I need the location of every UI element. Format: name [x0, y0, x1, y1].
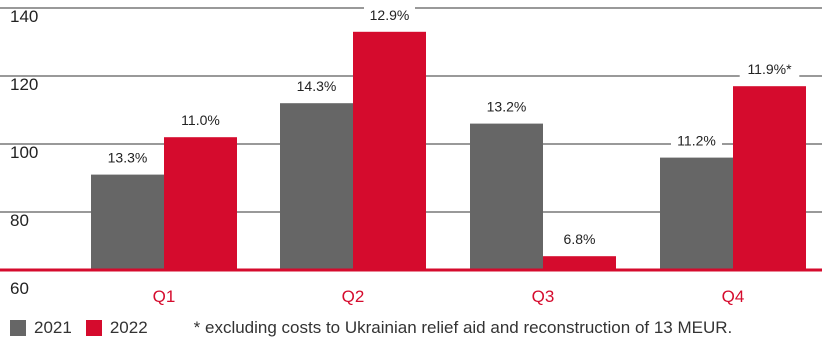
bar-2022-Q4: [733, 86, 806, 270]
data-label-2022-Q1: 11.0%: [181, 112, 220, 128]
data-label-2021-Q4: 11.2%: [677, 133, 716, 149]
data-label-2021-Q2: 14.3%: [297, 78, 337, 94]
data-label-bg-2021-Q1: [102, 148, 153, 169]
y-tick-100: 100: [10, 143, 38, 162]
bar-2021-Q3: [470, 123, 543, 270]
data-label-bg-2021-Q3: [481, 97, 532, 118]
x-tick-Q3: Q3: [532, 287, 555, 306]
x-tick-Q1: Q1: [153, 287, 176, 306]
data-label-2022-Q4: 11.9%*: [747, 61, 792, 77]
legend-item-2022: 2022: [85, 318, 148, 338]
legend: 2021 2022 * excluding costs to Ukrainian…: [10, 318, 732, 338]
data-label-bg-2022-Q2: [364, 5, 415, 26]
data-label-2022-Q3: 6.8%: [564, 231, 596, 247]
data-label-2022-Q2: 12.9%: [370, 7, 410, 23]
y-tick-120: 120: [10, 75, 38, 94]
x-axis-ticks: Q1 Q2 Q3 Q4: [153, 287, 745, 306]
y-axis-ticks: 140 120 100 80 60: [10, 7, 38, 298]
legend-swatch-2021: [10, 320, 26, 336]
bar-chart: 140 120 100 80 60 Q1 Q2 Q3 Q4 13.3% 11.0% 14.3% 12…: [0, 5, 822, 306]
y-tick-80: 80: [10, 211, 29, 230]
bar-2022-Q3: [543, 256, 616, 270]
x-tick-Q4: Q4: [722, 287, 745, 306]
bar-2021-Q4: [660, 157, 733, 270]
data-label-bg-2022-Q4: [739, 60, 800, 81]
bars: [91, 31, 806, 270]
bar-2022-Q1: [164, 137, 237, 270]
data-label-bg-2022-Q1: [175, 111, 226, 132]
y-tick-60: 60: [10, 279, 29, 298]
data-label-bg-2021-Q2: [291, 77, 342, 98]
bar-2022-Q2: [353, 31, 426, 270]
bar-2021-Q2: [280, 103, 353, 270]
legend-swatch-2022: [85, 320, 102, 336]
legend-item-2021: 2021: [10, 318, 72, 338]
bar-2021-Q1: [91, 174, 164, 270]
x-tick-Q2: Q2: [342, 287, 365, 306]
data-label-bg-2021-Q4: [671, 131, 722, 152]
footnote: * excluding costs to Ukrainian relief ai…: [193, 318, 733, 337]
data-label-bg-2022-Q3: [558, 230, 601, 251]
data-label-2021-Q3: 13.2%: [487, 99, 527, 115]
data-labels: 13.3% 11.0% 14.3% 12.9% 13.2% 6.8% 11.2% 11.9%*: [102, 5, 800, 251]
data-label-2021-Q1: 13.3%: [108, 150, 148, 166]
legend-label-2022: 2022: [109, 318, 148, 337]
y-tick-140: 140: [10, 7, 38, 26]
legend-label-2021: 2021: [34, 318, 72, 337]
